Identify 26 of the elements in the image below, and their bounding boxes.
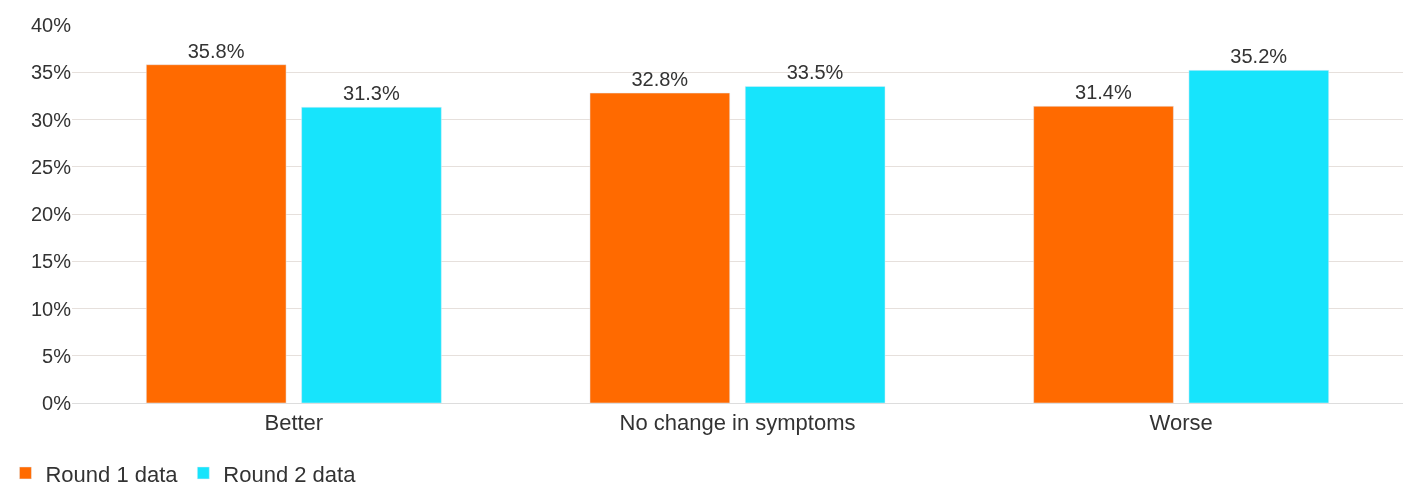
bar — [745, 86, 886, 403]
y-tick-label: 35% — [30, 61, 72, 84]
legend-label: Round 2 data — [223, 461, 357, 487]
data-label: 31.3% — [343, 82, 400, 105]
bar — [146, 64, 287, 403]
bar — [589, 92, 730, 403]
x-tick-label: Better — [264, 410, 324, 436]
bar — [1188, 70, 1329, 403]
y-tick-label: 0% — [42, 392, 72, 414]
y-tick-label: 20% — [30, 203, 72, 225]
y-tick-label: 5% — [42, 344, 72, 367]
x-tick-label: Worse — [1149, 410, 1213, 436]
data-label: 32.8% — [631, 68, 689, 91]
data-label: 33.5% — [786, 61, 844, 84]
y-tick-label: 30% — [30, 108, 72, 131]
legend-label: Round 1 data — [45, 461, 179, 487]
bar — [301, 106, 442, 403]
y-tick-label: 25% — [30, 155, 72, 178]
data-label: 35.2% — [1230, 45, 1288, 68]
data-label: 31.4% — [1075, 81, 1132, 104]
y-tick-label: 10% — [30, 297, 72, 320]
bar — [1033, 106, 1174, 403]
y-tick-label: 15% — [30, 250, 72, 273]
y-tick-label: 40% — [30, 14, 72, 36]
x-tick-label: No change in symptoms — [619, 410, 856, 436]
data-label: 35.8% — [187, 39, 245, 62]
